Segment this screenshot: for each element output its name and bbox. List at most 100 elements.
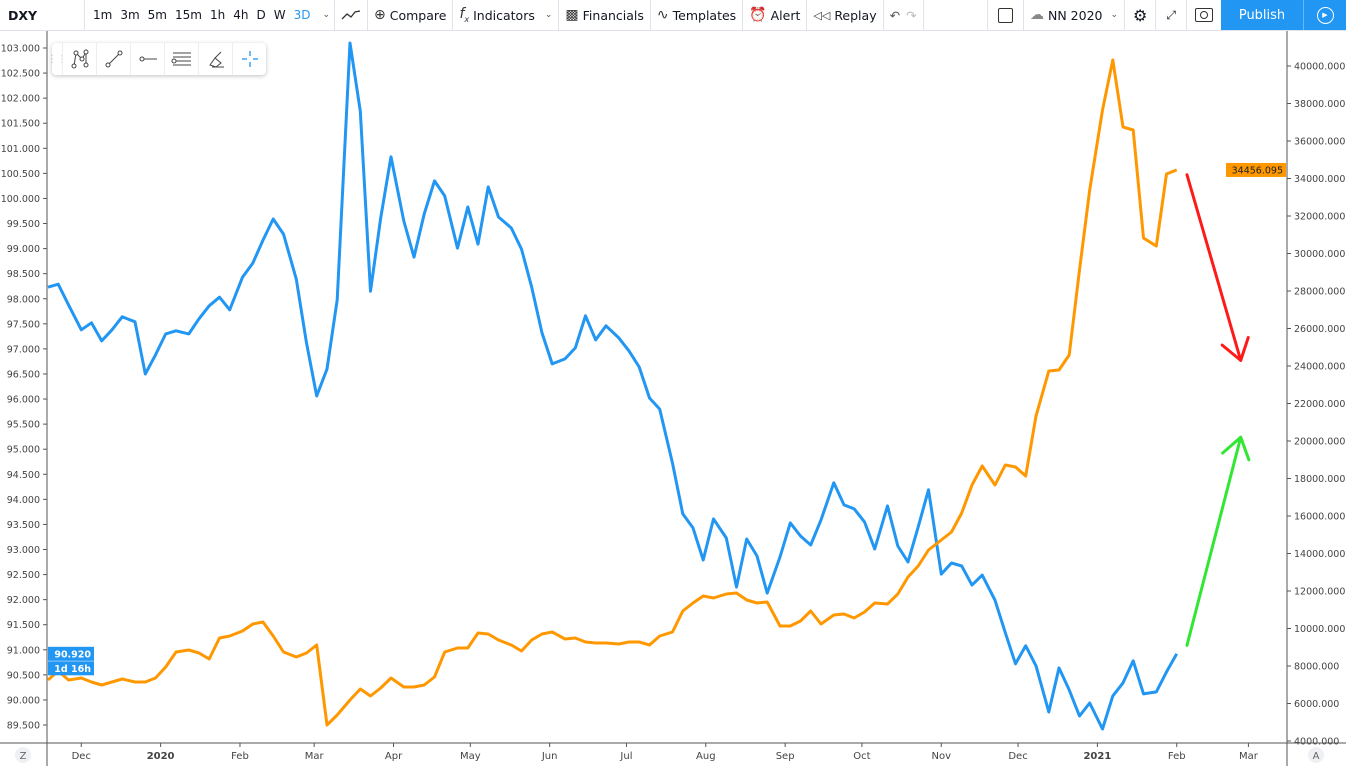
left-tick-label: 89.500 [7,721,40,732]
plot-area [47,41,1251,731]
right-tick-label: 8000.000 [1294,662,1339,673]
bearish-arrow[interactable] [1185,173,1250,362]
compare-label: Compare [389,7,447,23]
left-tick-label: 94.500 [7,470,40,481]
time-tick-label: May [460,751,481,762]
left-tick-label: 94.000 [7,495,40,506]
right-tick-label: 32000.000 [1294,212,1345,223]
publish-button[interactable]: Publish [1221,0,1303,30]
drag-handle[interactable]: ⋮⋮ [47,53,67,65]
left-tick-label: 99.500 [7,219,40,230]
time-tick-label: Oct [853,751,870,762]
auto-scale-right-button[interactable] [1308,747,1324,763]
left-tick-label: 98.500 [7,269,40,280]
stream-button[interactable]: ▶ [1303,0,1346,30]
comparison-points [47,59,1177,726]
trend-line-icon [105,50,122,68]
divider [649,0,651,30]
bar-chart-icon: ▩ [565,7,579,23]
arrow-shaft [1185,435,1243,647]
fullscreen-button[interactable]: ⤢ [1156,0,1186,30]
right-tick-label: 34000.000 [1294,174,1345,185]
divider [987,0,988,30]
dxy-points [47,42,1177,730]
left-tick-label: 100.500 [1,169,40,180]
right-tick-label: 40000.000 [1294,62,1345,73]
interval-dropdown[interactable]: ⌄ [322,10,330,20]
horizontal-ray-tool[interactable] [130,43,164,75]
price-labels: 90.920 1d 16h 34456.095 [48,162,1286,676]
interval-3m[interactable]: 3m [120,8,140,22]
brush-tool[interactable] [198,43,232,75]
last-price-label-left: 90.920 [54,649,91,660]
right-tick-label: 30000.000 [1294,249,1345,260]
right-tick-label: 28000.000 [1294,287,1345,298]
parallel-channel-tool[interactable] [164,43,198,75]
auto-scale-left-button[interactable] [15,747,31,763]
pattern-tool[interactable] [62,43,96,75]
interval-3D[interactable]: 3D [293,8,311,22]
financials-button[interactable]: ▩ Financials [559,0,649,30]
plus-circle-icon: ⊕ [374,7,386,23]
bar-countdown-bg [48,661,94,676]
compare-button[interactable]: ⊕ Compare [368,0,452,30]
templates-label: Templates [672,7,737,23]
time-tick-label: Jun [541,751,558,762]
templates-button[interactable]: ∿ Templates [651,0,742,30]
interval-group: 1m 3m 5m 15m 1h 4h D W 3D [85,0,318,30]
undo-button[interactable]: ↶ [884,0,906,30]
divider [1023,0,1024,30]
right-tick-label: 14000.000 [1294,549,1345,560]
alert-button[interactable]: ⏰ Alert [743,0,806,30]
camera-icon [1195,8,1213,22]
arrow-head [1221,435,1251,462]
price-chart[interactable]: 103.000 102.500 102.000 101.500 101.000 100.5… [0,31,1346,766]
time-tick-label: Aug [696,751,716,762]
replay-button[interactable]: ◁◁ Replay [807,0,882,30]
play-circle-icon: ▶ [1316,6,1334,24]
interval-4h[interactable]: 4h [233,8,249,22]
crosshair-tool[interactable] [232,43,266,75]
divider [334,0,335,30]
divider [882,0,884,30]
layout-select-button[interactable] [988,0,1023,30]
trend-line-tool[interactable] [96,43,130,75]
interval-15m[interactable]: 15m [174,8,202,22]
divider [84,0,85,30]
right-tick-label: 38000.000 [1294,99,1345,110]
divider [1186,0,1187,30]
interval-1m[interactable]: 1m [93,8,113,22]
interval-1h[interactable]: 1h [209,8,226,22]
financials-label: Financials [582,7,644,23]
bullish-arrow[interactable] [1185,435,1251,647]
symbol-search[interactable]: DXY [8,7,38,23]
dxy-series-line [47,41,1179,731]
interval-W[interactable]: W [273,8,286,22]
divider [1155,0,1157,30]
indicators-button[interactable]: fx Indicators ⌄ [453,0,558,30]
line-chart-icon [341,10,361,20]
settings-button[interactable]: ⚙ [1125,0,1155,30]
time-tick-label: Feb [231,751,249,762]
interval-5m[interactable]: 5m [147,8,167,22]
redo-button[interactable]: ↷ [906,0,922,30]
snapshot-button[interactable] [1187,0,1221,30]
time-axis[interactable]: Dec 2020 Feb Mar Apr May Jun Jul Aug Sep Oct Nov Dec… [0,742,1346,763]
auto-scale-left-label: Z [20,751,27,762]
divider [1124,0,1126,30]
chevron-down-icon[interactable]: ⌄ [544,10,553,20]
right-tick-label: 26000.000 [1294,324,1345,335]
time-tick-label: Mar [305,751,325,762]
left-price-axis[interactable]: 103.000 102.500 102.000 101.500 101.000 100.5… [1,31,48,766]
interval-D[interactable]: D [256,8,266,22]
layout-name-button[interactable]: ☁ NN 2020 ⌄ [1024,0,1124,30]
bar-countdown-label: 1d 16h [54,664,91,675]
left-tick-label: 93.500 [7,520,40,531]
left-tick-label: 95.000 [7,445,40,456]
left-tick-label: 98.000 [7,294,40,305]
time-tick-label: 2020 [147,751,175,762]
left-tick-label: 103.000 [1,44,40,55]
right-price-axis[interactable]: 40000.000 38000.000 36000.000 34000.000 3200… [1286,31,1345,766]
chart-style-button[interactable] [335,0,367,30]
last-price-label-left-bg [48,646,94,661]
